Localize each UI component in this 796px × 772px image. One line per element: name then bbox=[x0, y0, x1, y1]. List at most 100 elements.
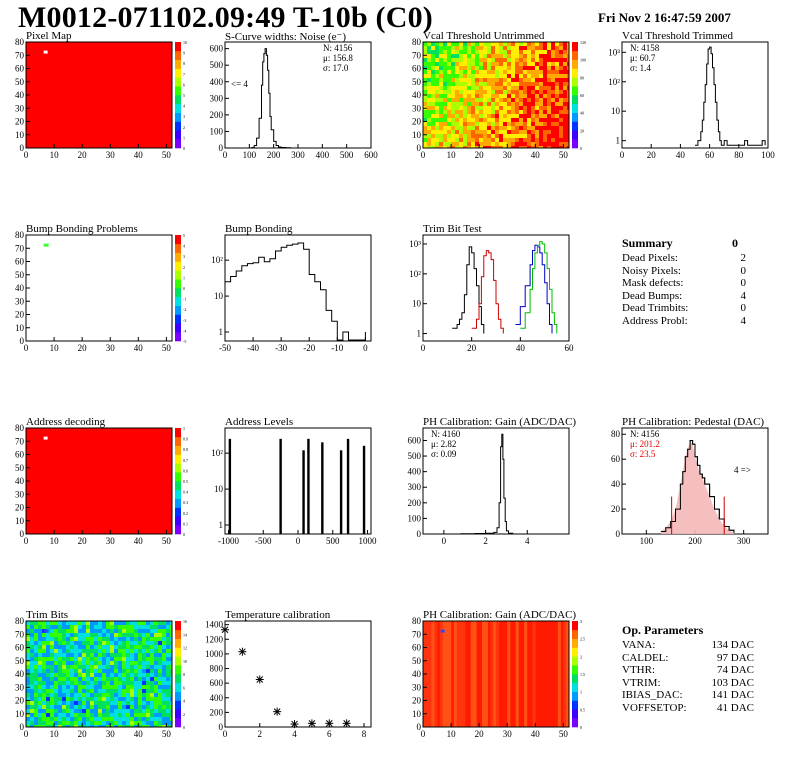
heatmap-cell bbox=[78, 649, 82, 653]
heatmap-cell bbox=[146, 669, 150, 673]
heatmap-cell bbox=[94, 665, 98, 669]
color-scale-label: 5 bbox=[183, 93, 185, 98]
heatmap-cell bbox=[435, 90, 439, 94]
heatmap-cell bbox=[70, 625, 74, 629]
heatmap-cell bbox=[66, 649, 70, 653]
heatmap-cell bbox=[102, 633, 106, 637]
heatmap-cell bbox=[122, 697, 126, 701]
heatmap-cell bbox=[479, 134, 483, 138]
heatmap-cell bbox=[543, 74, 547, 78]
heatmap-cell bbox=[511, 94, 515, 98]
heatmap-cell bbox=[495, 58, 499, 62]
heatmap-cell bbox=[162, 653, 166, 657]
heatmap-cell bbox=[447, 66, 451, 70]
heatmap-cell bbox=[42, 685, 46, 689]
heatmap-cell bbox=[507, 142, 511, 146]
param-value: 141 DAC bbox=[711, 689, 754, 702]
heatmap-cell bbox=[50, 725, 54, 727]
heatmap-cell bbox=[507, 54, 511, 58]
heatmap-cell bbox=[515, 98, 519, 102]
heatmap-cell bbox=[447, 54, 451, 58]
heatmap-cell bbox=[86, 705, 90, 709]
heatmap-cell bbox=[559, 146, 563, 148]
heatmap-cell bbox=[567, 94, 569, 98]
color-scale-cell bbox=[175, 481, 181, 486]
heatmap-cell bbox=[475, 106, 479, 110]
heatmap-cell bbox=[443, 90, 447, 94]
color-scale-cell bbox=[572, 59, 578, 65]
heatmap-cell bbox=[58, 677, 62, 681]
heatmap-cell bbox=[479, 70, 483, 74]
heatmap-cell bbox=[487, 86, 491, 90]
y-tick-label: 60 bbox=[611, 454, 621, 464]
color-scale-cell bbox=[175, 665, 181, 670]
heatmap-cell bbox=[74, 677, 78, 681]
color-scale-cell bbox=[175, 472, 181, 477]
color-scale-cell bbox=[572, 691, 578, 697]
heatmap-cell bbox=[42, 669, 46, 673]
heatmap-cell bbox=[58, 697, 62, 701]
heatmap-cell bbox=[427, 134, 431, 138]
heatmap-cell bbox=[503, 114, 507, 118]
color-scale-cell bbox=[175, 445, 181, 451]
heatmap-cell bbox=[70, 685, 74, 689]
heatmap-cell bbox=[535, 82, 539, 86]
heatmap-cell bbox=[435, 110, 439, 114]
stats-line: N: 4158 bbox=[630, 43, 660, 53]
heatmap-cell bbox=[435, 98, 439, 102]
heatmap-cell bbox=[26, 653, 30, 657]
color-scale-cell bbox=[175, 42, 181, 47]
y-tick-label: 800 bbox=[210, 664, 224, 674]
heatmap-cell bbox=[134, 713, 138, 717]
heatmap-cell bbox=[58, 717, 62, 721]
heatmap-cell bbox=[511, 78, 515, 82]
heatmap-cell bbox=[166, 725, 170, 727]
x-tick-label: 0 bbox=[442, 536, 447, 546]
heatmap-cell bbox=[455, 114, 459, 118]
heatmap-cell bbox=[110, 721, 114, 725]
heatmap-cell bbox=[58, 725, 62, 727]
heatmap-cell bbox=[150, 661, 154, 665]
heatmap-cell bbox=[82, 665, 86, 669]
heatmap-cell bbox=[138, 633, 142, 637]
heatmap-cell bbox=[431, 142, 435, 146]
heatmap-cell bbox=[38, 705, 42, 709]
color-scale-label: 80 bbox=[580, 75, 584, 80]
heatmap-cell bbox=[507, 66, 511, 70]
heatmap-cell bbox=[475, 94, 479, 98]
heatmap-cell bbox=[26, 717, 30, 721]
heatmap-cell bbox=[483, 94, 487, 98]
heatmap-cell bbox=[491, 106, 495, 110]
heatmap-cell bbox=[535, 74, 539, 78]
heatmap-cell bbox=[563, 70, 567, 74]
heatmap-cell bbox=[459, 46, 463, 50]
y-tick-label: 500 bbox=[408, 451, 422, 461]
heatmap-cell bbox=[114, 713, 118, 717]
heatmap-cell bbox=[90, 721, 94, 725]
heatmap-cell bbox=[38, 641, 42, 645]
heatmap-cell bbox=[495, 74, 499, 78]
heatmap-cell bbox=[90, 713, 94, 717]
heatmap-cell bbox=[66, 653, 70, 657]
heatmap-cell bbox=[46, 725, 50, 727]
heatmap-cell bbox=[50, 705, 54, 709]
heatmap-cell bbox=[459, 142, 463, 146]
heatmap-cell bbox=[535, 62, 539, 66]
heatmap-cell bbox=[479, 122, 483, 126]
heatmap-cell bbox=[499, 86, 503, 90]
heatmap-cell bbox=[78, 705, 82, 709]
heatmap-cell bbox=[431, 106, 435, 110]
heatmap-cell bbox=[523, 78, 527, 82]
heatmap-cell bbox=[78, 685, 82, 689]
heatmap-cell bbox=[138, 621, 142, 625]
heatmap-cell bbox=[38, 721, 42, 725]
color-scale-cell bbox=[572, 95, 578, 100]
heatmap-cell bbox=[559, 58, 563, 62]
heatmap-cell bbox=[519, 90, 523, 94]
heatmap-cell bbox=[443, 126, 447, 130]
heatmap-cell bbox=[114, 673, 118, 677]
heatmap-cell bbox=[523, 98, 527, 102]
heatmap-cell bbox=[531, 82, 535, 86]
heatmap-cell bbox=[435, 94, 439, 98]
heatmap-cell bbox=[162, 717, 166, 721]
